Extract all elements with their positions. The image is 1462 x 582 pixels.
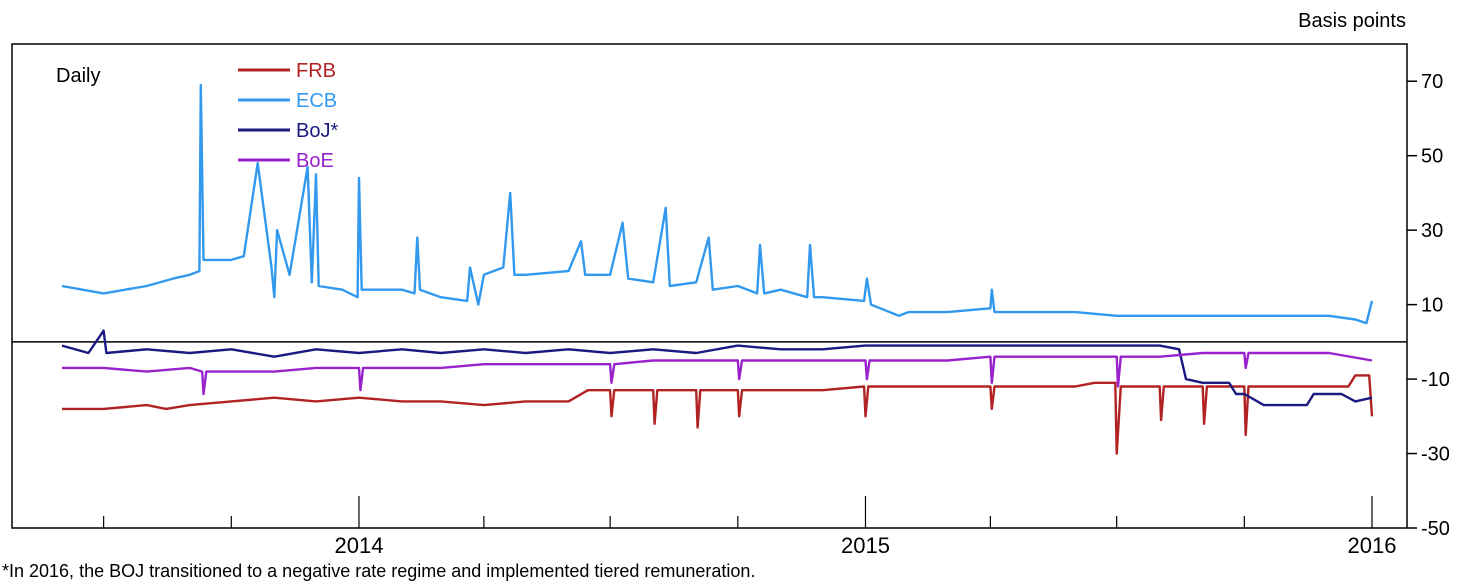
y-tick-label: 10 <box>1421 295 1443 317</box>
y-tick-label: -50 <box>1421 518 1450 540</box>
x-tick-label: 2015 <box>841 533 890 558</box>
legend-label: BoE <box>296 150 334 172</box>
series-line-boe <box>62 351 1373 396</box>
legend-label: ECB <box>296 90 337 112</box>
x-tick-label: 2014 <box>334 533 383 558</box>
y-tick-label: -10 <box>1421 369 1450 391</box>
y-tick-label: 70 <box>1421 71 1443 93</box>
footnote: *In 2016, the BOJ transitioned to a nega… <box>2 561 756 581</box>
y-axis-label: Basis points <box>1298 10 1406 32</box>
frequency-annotation: Daily <box>56 65 100 87</box>
series-line-frb <box>62 374 1374 455</box>
y-tick-label: -30 <box>1421 444 1450 466</box>
y-tick-label: 30 <box>1421 220 1443 242</box>
legend: FRB ECB BoJ* BoE <box>238 60 338 172</box>
series-line-ecb <box>61 83 1374 325</box>
y-tick-label: 50 <box>1421 146 1443 168</box>
plot-frame <box>11 43 1408 529</box>
legend-label: BoJ* <box>296 120 338 142</box>
x-tick-label: 2016 <box>1348 533 1397 558</box>
legend-label: FRB <box>296 60 336 82</box>
series-line-boj <box>61 329 1373 407</box>
